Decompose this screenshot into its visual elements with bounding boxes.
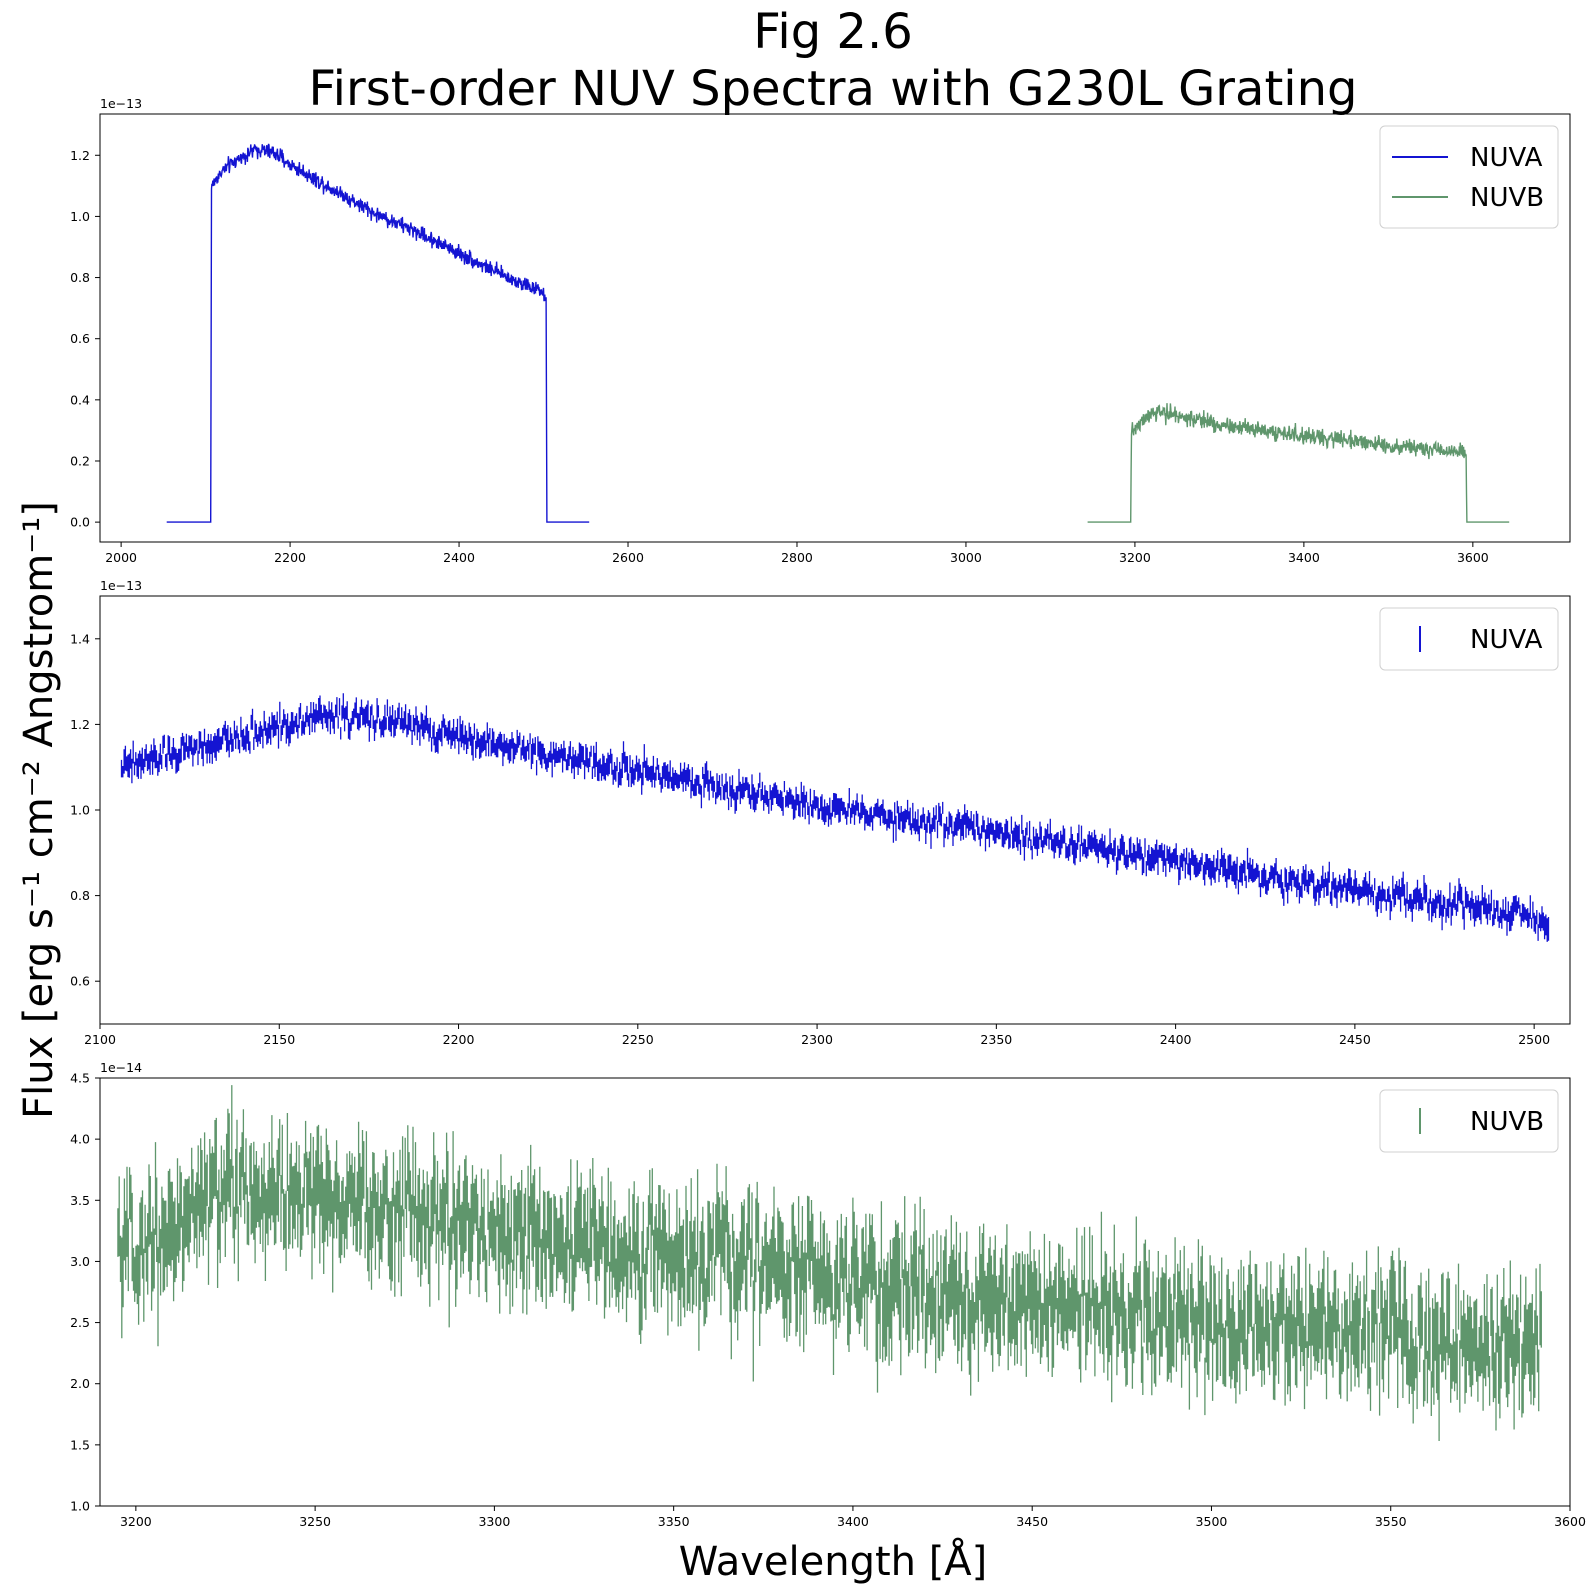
- x-tick-label: 3550: [1375, 1514, 1407, 1529]
- legend-label-nuvb: NUVB: [1470, 1107, 1544, 1137]
- legend: NUVA: [1379, 607, 1559, 671]
- y-tick-label: 1.0: [70, 1499, 90, 1514]
- series-errorbars-nuva: [120, 693, 1550, 942]
- x-tick-label: 2600: [612, 550, 644, 565]
- y-tick-label: 2.5: [70, 1315, 90, 1330]
- y-tick-label: 1.5: [70, 1437, 90, 1452]
- legend-box: [1379, 125, 1559, 229]
- y-tick-label: 4.5: [70, 1071, 90, 1086]
- legend-box: [1379, 1089, 1559, 1153]
- x-tick-label: 2350: [980, 1032, 1012, 1047]
- axes-frame: [99, 113, 1571, 543]
- x-tick-label: 3400: [837, 1514, 869, 1529]
- plot-area: [120, 693, 1550, 942]
- legend-box: [1379, 607, 1559, 671]
- x-tick-label: 2800: [781, 550, 813, 565]
- series-errorbars-nuvb: [117, 1085, 1542, 1441]
- y-tick-label: 0.2: [70, 453, 90, 468]
- figure-title-line2: First-order NUV Spectra with G230L Grati…: [309, 61, 1358, 117]
- y-offset-label: 1e−13: [100, 578, 142, 593]
- legend-label-nuvb: NUVB: [1470, 183, 1544, 213]
- y-tick-label: 4.0: [70, 1132, 90, 1147]
- y-tick-label: 0.8: [70, 270, 90, 285]
- x-tick-label: 2200: [274, 550, 306, 565]
- series-line-nuva: [166, 143, 590, 523]
- x-tick-label: 3000: [950, 550, 982, 565]
- y-tick-label: 3.5: [70, 1193, 90, 1208]
- x-tick-label: 2250: [622, 1032, 654, 1047]
- y-tick-label: 1.0: [70, 803, 90, 818]
- x-axis-label: Wavelength [Å]: [679, 1537, 988, 1585]
- y-tick-label: 3.0: [70, 1254, 90, 1269]
- x-tick-label: 2500: [1518, 1032, 1550, 1047]
- x-tick-label: 2400: [443, 550, 475, 565]
- panel-nuva-detail: 2100 2150 2200 2250 2300 2350 2400 2450 2500 0.6 0…: [70, 578, 1571, 1047]
- y-tick-label: 0.6: [70, 974, 90, 989]
- y-tick-label: 1.4: [70, 631, 90, 646]
- y-tick-label: 1.2: [70, 717, 90, 732]
- x-tick-label: 3600: [1457, 550, 1489, 565]
- x-tick-label: 3200: [120, 1514, 152, 1529]
- y-axis-label: Flux [erg s⁻¹ cm⁻² Angstrom⁻¹]: [16, 501, 62, 1119]
- x-tick-label: 3450: [1016, 1514, 1048, 1529]
- y-tick-label: 2.0: [70, 1376, 90, 1391]
- plot-area: [166, 143, 1510, 523]
- x-tick-label: 2450: [1339, 1032, 1371, 1047]
- legend-label-nuva: NUVA: [1470, 625, 1543, 655]
- axes-frame: [99, 1077, 1571, 1507]
- legend: NUVB: [1379, 1089, 1559, 1153]
- y-tick-label: 0.4: [70, 392, 90, 407]
- x-tick-label: 2300: [801, 1032, 833, 1047]
- legend-label-nuva: NUVA: [1470, 143, 1543, 173]
- x-tick-label: 2150: [263, 1032, 295, 1047]
- x-tick-label: 3350: [658, 1514, 690, 1529]
- x-tick-label: 2100: [84, 1032, 116, 1047]
- panel-nuvb-detail: 3200 3250 3300 3350 3400 3450 3500 3550 3600 1.0 1…: [70, 1060, 1586, 1529]
- y-tick-label: 1.0: [70, 209, 90, 224]
- y-tick-label: 0.6: [70, 331, 90, 346]
- x-tick-label: 2000: [105, 550, 137, 565]
- legend: NUVA NUVB: [1379, 125, 1559, 229]
- y-offset-label: 1e−13: [100, 96, 142, 111]
- x-tick-label: 3500: [1196, 1514, 1228, 1529]
- x-tick-label: 2400: [1160, 1032, 1192, 1047]
- figure-title-line1: Fig 2.6: [753, 4, 913, 60]
- x-tick-label: 3300: [478, 1514, 510, 1529]
- y-offset-label: 1e−14: [100, 1060, 142, 1075]
- plot-area: [117, 1085, 1542, 1441]
- series-line-nuvb: [1087, 403, 1510, 523]
- y-tick-label: 0.0: [70, 515, 90, 530]
- x-tick-label: 3400: [1288, 550, 1320, 565]
- y-tick-label: 0.8: [70, 888, 90, 903]
- x-tick-label: 2200: [443, 1032, 475, 1047]
- x-tick-label: 3600: [1554, 1514, 1586, 1529]
- x-tick-label: 3200: [1119, 550, 1151, 565]
- x-tick-label: 3250: [299, 1514, 331, 1529]
- panel-full-spectrum: 2000 2200 2400 2600 2800 3000 3200 3400 3600 0.0 0…: [70, 96, 1571, 565]
- y-tick-label: 1.2: [70, 148, 90, 163]
